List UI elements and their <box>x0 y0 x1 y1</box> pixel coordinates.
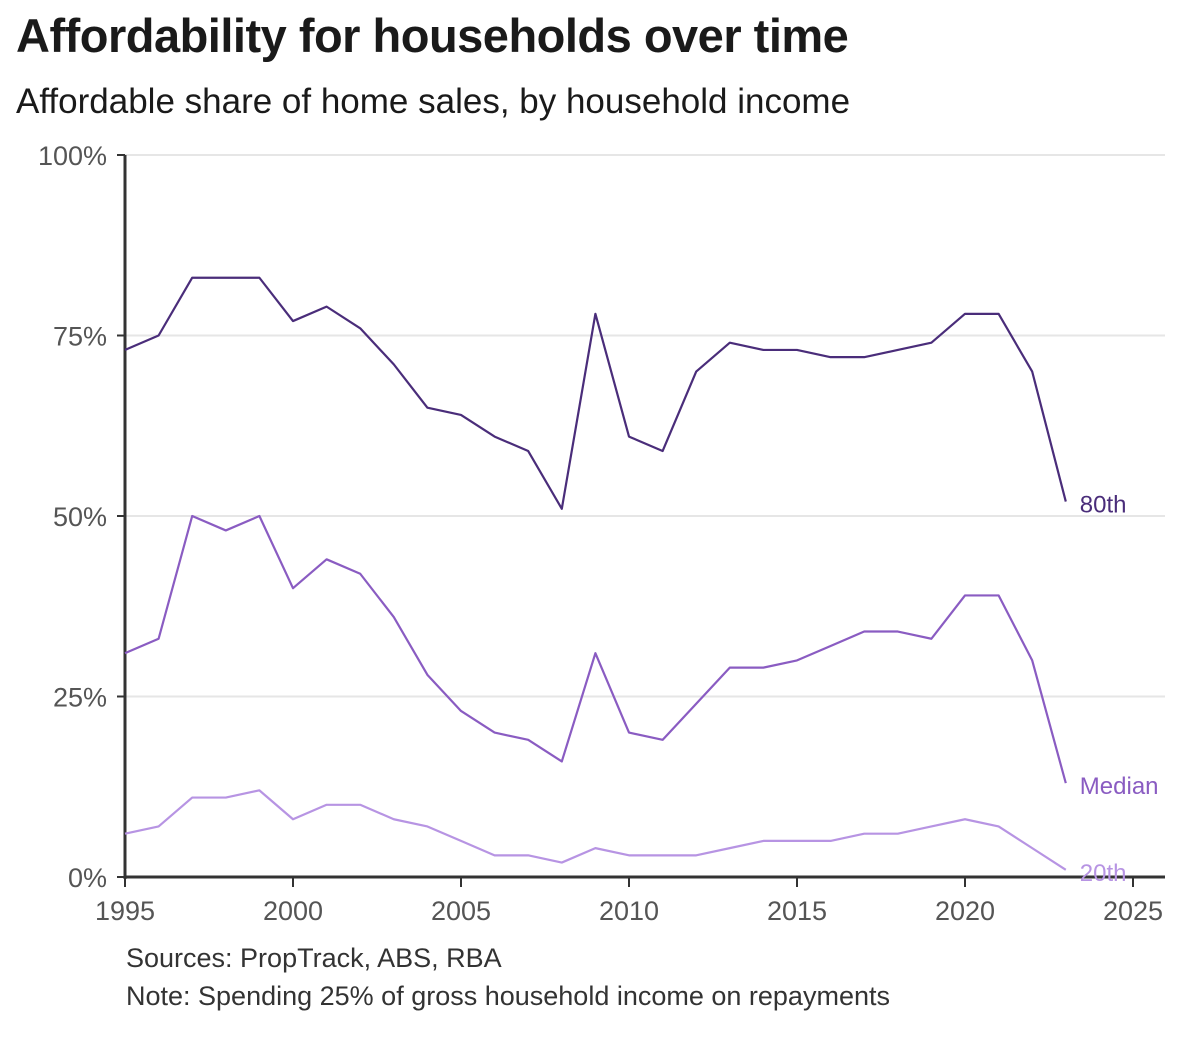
y-tick-label: 75% <box>53 322 107 352</box>
chart-subtitle: Affordable share of home sales, by house… <box>16 82 851 121</box>
y-tick-label: 100% <box>38 141 107 171</box>
sources-text: Sources: PropTrack, ABS, RBA <box>126 943 502 973</box>
series-line-80th <box>124 276 1067 510</box>
y-tick-label: 50% <box>53 502 107 532</box>
y-tick-label: 25% <box>53 683 107 713</box>
line-chart: 0% 25% 50% 75% 100% 1995 2000 2005 2010 2015 2020 2… <box>38 141 1165 926</box>
x-tick-label: 2015 <box>767 896 827 926</box>
x-tick-label: 2010 <box>599 896 659 926</box>
series-label-median: Median <box>1080 773 1159 800</box>
x-tick-label: 1995 <box>95 896 155 926</box>
x-tick-label: 2020 <box>935 896 995 926</box>
y-tick-label: 0% <box>68 863 107 893</box>
note-text: Note: Spending 25% of gross household in… <box>126 981 890 1011</box>
x-tick-label: 2005 <box>431 896 491 926</box>
x-tick-label: 2000 <box>263 896 323 926</box>
series-line-20th <box>124 789 1067 871</box>
series-label-20th: 20th <box>1080 860 1127 887</box>
x-tick-label: 2025 <box>1103 896 1163 926</box>
series-label-80th: 80th <box>1080 492 1127 519</box>
series-line-median <box>124 514 1067 784</box>
chart-title: Affordability for households over time <box>16 9 849 62</box>
